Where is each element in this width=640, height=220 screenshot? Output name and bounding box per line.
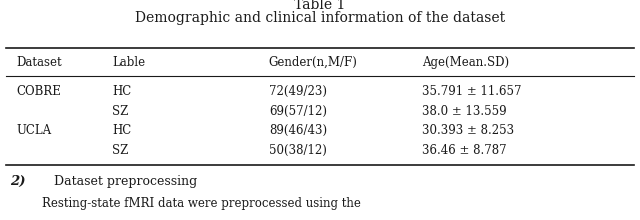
- Text: Lable: Lable: [112, 56, 145, 69]
- Text: Demographic and clinical information of the dataset: Demographic and clinical information of …: [135, 11, 505, 25]
- Text: 36.46 ± 8.787: 36.46 ± 8.787: [422, 144, 507, 157]
- Text: Dataset: Dataset: [16, 56, 61, 69]
- Text: 30.393 ± 8.253: 30.393 ± 8.253: [422, 124, 515, 138]
- Text: SZ: SZ: [112, 104, 129, 118]
- Text: Resting-state fMRI data were preprocessed using the: Resting-state fMRI data were preprocesse…: [42, 197, 360, 210]
- Text: HC: HC: [112, 85, 131, 98]
- Text: 38.0 ± 13.559: 38.0 ± 13.559: [422, 104, 507, 118]
- Text: 2): 2): [10, 175, 25, 188]
- Text: UCLA: UCLA: [16, 124, 51, 138]
- Text: 72(49/23): 72(49/23): [269, 85, 327, 98]
- Text: Age(Mean.SD): Age(Mean.SD): [422, 56, 509, 69]
- Text: COBRE: COBRE: [16, 85, 61, 98]
- Text: HC: HC: [112, 124, 131, 138]
- Text: 35.791 ± 11.657: 35.791 ± 11.657: [422, 85, 522, 98]
- Text: Dataset preprocessing: Dataset preprocessing: [54, 175, 198, 188]
- Text: 50(38/12): 50(38/12): [269, 144, 326, 157]
- Text: 89(46/43): 89(46/43): [269, 124, 327, 138]
- Text: Table 1: Table 1: [294, 0, 346, 12]
- Text: 69(57/12): 69(57/12): [269, 104, 327, 118]
- Text: SZ: SZ: [112, 144, 129, 157]
- Text: Gender(n,M/F): Gender(n,M/F): [269, 56, 358, 69]
